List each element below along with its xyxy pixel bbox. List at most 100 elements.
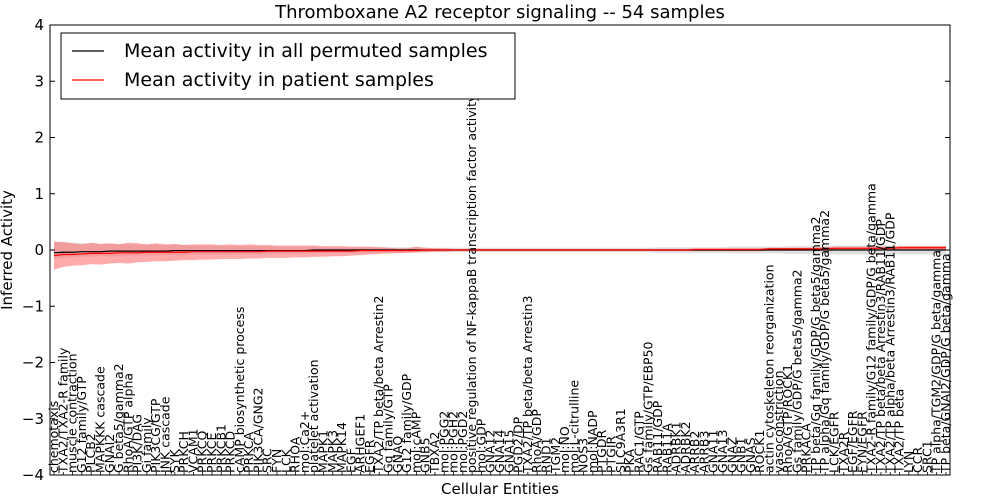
x-tick-label: RhoA/GDP [529, 409, 544, 473]
x-tick-label: ARRB3 [696, 431, 711, 473]
x-tick-label: G12 family/GDP [399, 373, 414, 473]
x-tick-label: FYN/EGFR [854, 411, 869, 473]
legend-box [60, 32, 516, 100]
x-tick-label: ADRBK2 [678, 421, 693, 473]
x-tick-label: Gs family/GTP/EBP50 [641, 341, 656, 473]
y-tick-label: −4 [22, 466, 44, 484]
x-tick-label: TP alpha/TGM2/GDP/G beta/gamma [929, 250, 944, 474]
series-lines [53, 247, 946, 257]
x-tick-label: mol:L-citrulline [566, 380, 581, 473]
x-tick-label: GNA15 [501, 430, 516, 474]
x-tick-label: actin cytoskeleton reorganization [761, 264, 776, 473]
x-tick-label: PI3K/DAG [130, 414, 145, 473]
x-tick-label: PRKCB1 [213, 424, 228, 473]
x-tick-label: Gs family/GDP/G beta5/gamma2 [789, 269, 804, 473]
x-tick-label: SRC [260, 448, 275, 473]
x-tick-label: mol:PGD2 [455, 411, 470, 473]
plot-area-frame [49, 24, 951, 476]
x-tick-label: TXA2-R family/G12 family/GDP/G beta/gamm… [864, 183, 879, 474]
x-tick-label: RAB11/GDP [650, 400, 665, 473]
x-tick-label: TP alpha/Gq family/GDP/G beta5/gamma2 [817, 210, 832, 474]
x-tick-label: PKA [622, 448, 637, 473]
y-tick-label: 0 [34, 241, 44, 259]
x-tick-label: PTGIR [604, 435, 619, 473]
x-tick-label: PTGDR [594, 430, 609, 473]
band-patient [54, 241, 946, 270]
x-tick-label: GNAI2 [102, 434, 117, 473]
x-tick-label: MAPK1 [315, 430, 330, 473]
x-tick-label: ROCK1 [752, 430, 767, 473]
x-tick-label: MAPKKK cascade [92, 366, 107, 473]
x-tick-label: GNAQ [390, 436, 405, 473]
legend-label: Mean activity in all permuted samples [124, 40, 487, 62]
legend: Mean activity in all permuted samples Mea… [60, 32, 516, 100]
x-tick-label: TXA2/TXA2-R family [55, 347, 70, 474]
x-tick-label: NOS3 [576, 438, 591, 473]
x-tick-label: ARRB2 [687, 431, 702, 473]
x-tick-label: CCR [910, 447, 925, 473]
x-tick-label: FYN [269, 449, 284, 473]
x-tick-label: positive regulation of NF-kappaB transcr… [464, 94, 479, 473]
x-tick-label: vasoconstriction [771, 370, 786, 473]
x-tick-label: TXA2/TP beta [892, 389, 907, 474]
x-tick-label: EGF [343, 448, 358, 473]
y-axis-label: Inferred Activity [0, 190, 16, 310]
x-axis-label: Cellular Entities [441, 480, 559, 498]
x-tick-label: LCK/EGFR [827, 411, 842, 473]
y-tick-label: 3 [34, 72, 44, 90]
x-tick-label: GNB1 [734, 437, 749, 473]
x-tick-label: mol:GDP [473, 418, 488, 473]
x-tick-label: VCAM1 [185, 428, 200, 473]
x-tick-label: PLCB2 [83, 433, 98, 473]
x-tick-label: GNA12 [483, 429, 498, 473]
x-tick-label: LYN [901, 451, 916, 473]
x-tick-label: PIK3CG/GTP [148, 398, 163, 473]
x-tick-label: PRKCE [204, 433, 219, 473]
y-tick-label: −3 [22, 410, 44, 428]
x-tick-label: TBXA2 [427, 432, 442, 474]
x-tick-label: GNA13 [715, 430, 730, 474]
x-tick-label: EGF/EGFR [845, 410, 860, 473]
x-tick-label: TP beta/GNAI2/GDP/G beta/gamma [938, 253, 953, 474]
x-tick-label: mol:NO [557, 426, 572, 473]
y-tick-label: 4 [34, 16, 44, 34]
x-tick-label: TXA2/TP beta/beta Arrestin3/RAB11/GDP [873, 219, 888, 474]
x-tick-label: TGM2 [548, 437, 563, 474]
x-tick-label: MAPK3 [325, 430, 340, 473]
x-tick-label: TXA2/TP beta/beta Arrestin3 [520, 296, 535, 474]
x-tick-label: platelet activation [306, 359, 321, 473]
legend-label: Mean activity in patient samples [124, 69, 434, 91]
x-tick-label: PRKACA [799, 423, 814, 473]
x-tick-label: RAC1/GTP [631, 411, 646, 473]
y-tick-label: −2 [22, 354, 44, 372]
x-tick-label: GNB5 [418, 437, 433, 473]
x-tick-label: mol:cAMP [408, 411, 423, 473]
x-tick-label: JNK cascade [158, 396, 173, 474]
x-tick-label: EGFR [362, 439, 377, 473]
x-tick-label: Gi family [139, 417, 154, 473]
x-tick-label: muscle contraction [65, 353, 80, 473]
x-tick-label: mol:PGH2 [446, 411, 461, 473]
x-tick-label: PIK3CA/GNG2 [250, 387, 265, 473]
x-tick-label: TP beta/Gq family/GDP/G beta5/gamma2 [808, 216, 823, 474]
x-tick-label: RAB11A [659, 423, 674, 473]
x-tick-label: GNAZ [724, 437, 739, 473]
y-tick-label: −1 [22, 297, 44, 315]
x-tick-label: GNA14 [492, 429, 507, 473]
x-tick-label: TXA2/TP beta/beta Arrestin2 [371, 296, 386, 474]
x-tick-label: PRKCH [176, 431, 191, 473]
x-tick-label: RhoA/GTP alpha [120, 373, 135, 473]
x-tick-label: TXA2R [836, 431, 851, 474]
x-tick-label: PGD2/DP [511, 416, 526, 473]
series-line-patient [53, 247, 946, 257]
x-tick-label: PRKCQ [195, 431, 210, 473]
x-tick-label: RhoA/GTP/ROCK1 [780, 364, 795, 473]
chart-title: Thromboxane A2 receptor signaling -- 54 … [274, 2, 725, 23]
x-tick-label: G beta5/gamma2 [111, 363, 126, 473]
x-tick-label: mol:Ca2+ [297, 411, 312, 473]
x-tick-label: G12 family/GTP [74, 376, 89, 473]
x-tick-label: mol:PGG2 [436, 411, 451, 473]
x-tick-label: ARHGEF1 [353, 414, 368, 473]
